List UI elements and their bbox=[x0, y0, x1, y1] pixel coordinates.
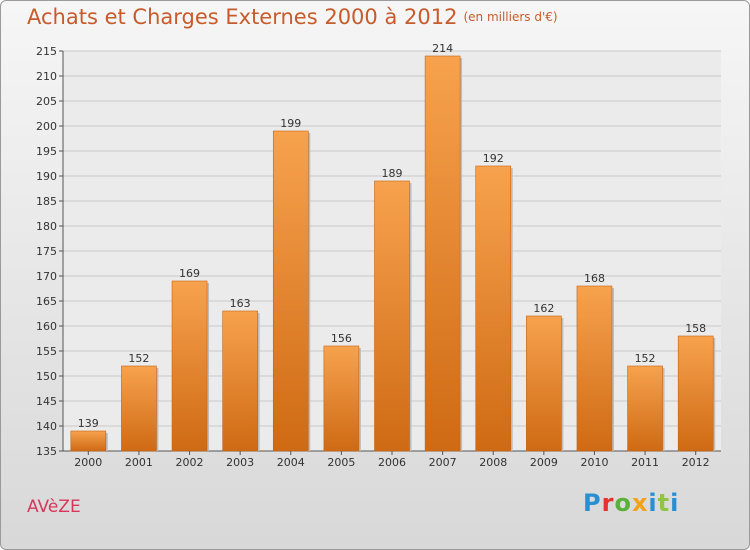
x-tick-label: 2007 bbox=[429, 456, 457, 469]
y-tick-label: 160 bbox=[36, 320, 57, 333]
y-tick-label: 135 bbox=[36, 445, 57, 458]
bar bbox=[576, 285, 613, 452]
x-tick-label: 2000 bbox=[74, 456, 102, 469]
data-label: 156 bbox=[331, 332, 352, 345]
x-tick-label: 2008 bbox=[479, 456, 507, 469]
proxiti-logo: Proxiti bbox=[583, 489, 679, 517]
x-tick-label: 2010 bbox=[580, 456, 608, 469]
y-tick-label: 210 bbox=[36, 70, 57, 83]
bar bbox=[526, 315, 562, 452]
chart-subtitle: (en milliers d'€) bbox=[463, 10, 558, 24]
x-tick-label: 2003 bbox=[226, 456, 254, 469]
bar bbox=[374, 180, 410, 452]
data-label: 139 bbox=[78, 417, 99, 430]
data-label: 152 bbox=[128, 352, 149, 365]
y-tick-label: 165 bbox=[36, 295, 57, 308]
data-label: 168 bbox=[584, 272, 605, 285]
y-tick-label: 155 bbox=[36, 345, 57, 358]
x-tick-label: 2005 bbox=[327, 456, 355, 469]
y-tick-label: 140 bbox=[36, 420, 57, 433]
bar bbox=[70, 430, 107, 452]
y-tick-label: 215 bbox=[36, 45, 57, 58]
data-label: 214 bbox=[432, 42, 453, 55]
logo-letter: o bbox=[614, 489, 632, 517]
x-tick-label: 2002 bbox=[176, 456, 204, 469]
chart-title: Achats et Charges Externes 2000 à 2012 bbox=[27, 5, 458, 29]
data-label: 189 bbox=[382, 167, 403, 180]
x-tick-label: 2009 bbox=[530, 456, 558, 469]
y-tick-label: 205 bbox=[36, 95, 57, 108]
logo-letter: i bbox=[670, 489, 680, 517]
data-label: 192 bbox=[483, 152, 504, 165]
y-tick-label: 145 bbox=[36, 395, 57, 408]
data-label: 158 bbox=[685, 322, 706, 335]
data-label: 199 bbox=[280, 117, 301, 130]
bar bbox=[171, 280, 208, 452]
y-tick-label: 150 bbox=[36, 370, 57, 383]
logo-letter: x bbox=[631, 489, 649, 517]
bar bbox=[627, 365, 663, 452]
bar bbox=[121, 365, 157, 452]
data-label: 169 bbox=[179, 267, 200, 280]
x-tick-label: 2004 bbox=[277, 456, 305, 469]
y-tick-label: 180 bbox=[36, 220, 57, 233]
y-tick-label: 170 bbox=[36, 270, 57, 283]
y-tick-label: 185 bbox=[36, 195, 57, 208]
bar bbox=[424, 55, 461, 452]
y-tick-label: 195 bbox=[36, 145, 57, 158]
bar bbox=[272, 130, 309, 452]
bar bbox=[677, 335, 714, 452]
data-label: 162 bbox=[533, 302, 554, 315]
bar bbox=[323, 345, 360, 452]
y-tick-label: 190 bbox=[36, 170, 57, 183]
bar bbox=[222, 310, 258, 452]
data-label: 163 bbox=[230, 297, 251, 310]
commune-name: AVèZE bbox=[27, 497, 81, 517]
logo-letter: i bbox=[648, 489, 658, 517]
logo-letter: r bbox=[601, 489, 615, 517]
data-label: 152 bbox=[635, 352, 656, 365]
x-tick-label: 2011 bbox=[631, 456, 659, 469]
logo-letter: P bbox=[583, 489, 602, 517]
chart-title-block: Achats et Charges Externes 2000 à 2012 (e… bbox=[27, 5, 558, 29]
bar bbox=[475, 165, 512, 452]
y-tick-label: 175 bbox=[36, 245, 57, 258]
y-tick-label: 200 bbox=[36, 120, 57, 133]
logo-letter: t bbox=[657, 489, 671, 517]
x-tick-label: 2001 bbox=[125, 456, 153, 469]
x-tick-label: 2006 bbox=[378, 456, 406, 469]
x-tick-label: 2012 bbox=[682, 456, 710, 469]
